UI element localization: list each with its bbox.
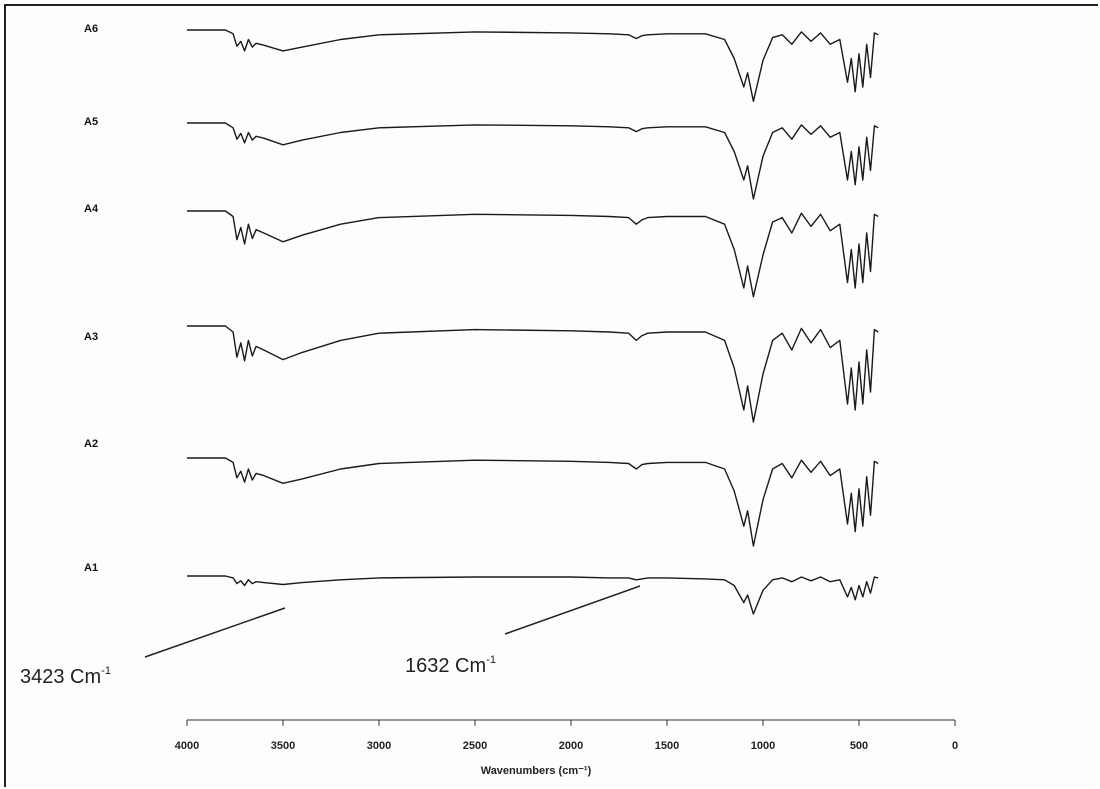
series-label-a6: A6 bbox=[84, 23, 98, 35]
chart-frame bbox=[4, 4, 1098, 787]
spectrum-line-a1 bbox=[187, 575, 879, 615]
annotation-label: 3423 Cm-1 bbox=[20, 665, 111, 688]
x-axis-title: Wavenumbers (cm⁻¹) bbox=[481, 765, 592, 777]
x-tick-label: 3000 bbox=[367, 740, 391, 752]
series-label-a4: A4 bbox=[84, 203, 99, 215]
x-tick-label: 1000 bbox=[751, 740, 775, 752]
x-tick-label: 0 bbox=[952, 740, 958, 752]
x-tick-label: 2500 bbox=[463, 740, 487, 752]
series-label-a5: A5 bbox=[84, 116, 98, 128]
series-label-a1: A1 bbox=[84, 562, 98, 574]
x-tick-label: 2000 bbox=[559, 740, 583, 752]
annotation-leader-line bbox=[504, 585, 641, 635]
annotation-label: 1632 Cm-1 bbox=[405, 654, 496, 677]
series-label-a3: A3 bbox=[84, 331, 98, 343]
series-label-a2: A2 bbox=[84, 438, 98, 450]
spectrum-line-a2 bbox=[187, 457, 879, 547]
annotation-leader-line bbox=[144, 607, 286, 658]
spectrum-line-a3 bbox=[187, 325, 879, 423]
x-tick-label: 500 bbox=[850, 740, 868, 752]
spectrum-line-a6 bbox=[187, 29, 879, 102]
x-tick-label: 4000 bbox=[175, 740, 199, 752]
x-tick-label: 1500 bbox=[655, 740, 679, 752]
spectrum-line-a4 bbox=[187, 210, 879, 298]
spectrum-line-a5 bbox=[187, 122, 879, 200]
x-tick-label: 3500 bbox=[271, 740, 295, 752]
